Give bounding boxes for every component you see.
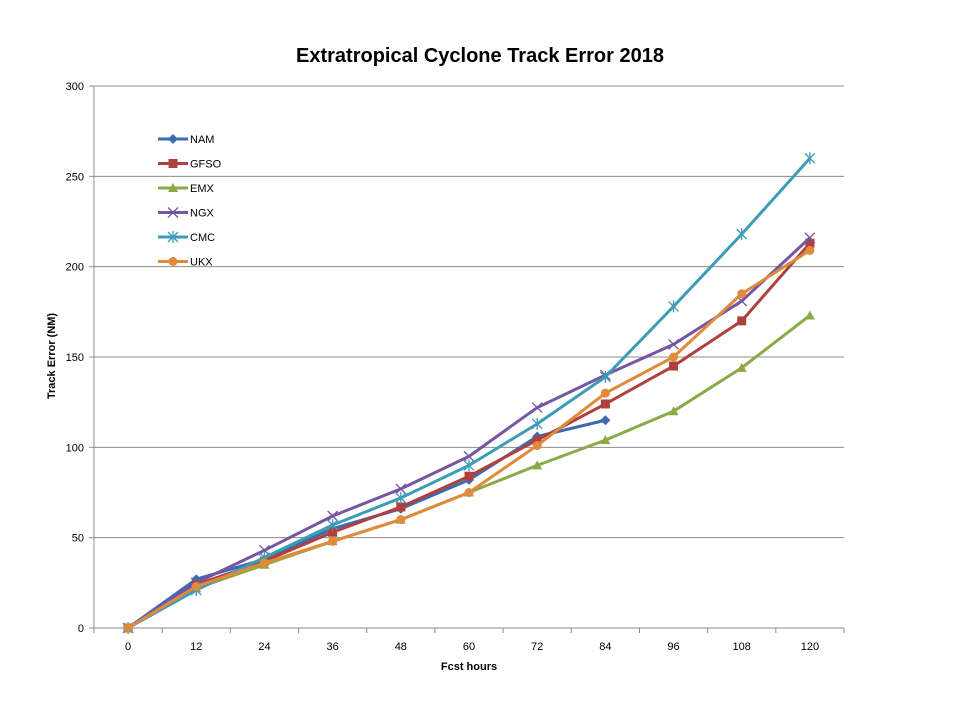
data-point	[327, 519, 339, 532]
data-point	[600, 399, 610, 409]
data-point	[396, 515, 406, 525]
data-point	[532, 435, 542, 445]
data-point	[328, 527, 338, 537]
data-point	[532, 460, 543, 470]
y-tick-label: 150	[66, 352, 84, 364]
y-tick-label: 200	[66, 262, 84, 274]
x-tick-label: 24	[258, 641, 270, 653]
data-point	[804, 232, 816, 244]
data-point	[736, 228, 748, 241]
legend-marker	[167, 207, 179, 218]
legend-marker	[168, 257, 178, 266]
data-point	[532, 441, 542, 451]
y-tick-label: 250	[66, 171, 84, 183]
data-point	[600, 415, 611, 426]
y-tick-label: 50	[72, 533, 84, 545]
series-ukx	[123, 245, 815, 633]
y-tick-label: 100	[66, 442, 84, 454]
legend-label: NGX	[190, 208, 215, 220]
legend-label: NAM	[190, 134, 214, 146]
legend-marker	[168, 134, 178, 144]
legend-marker	[168, 159, 178, 168]
x-tick-label: 60	[463, 641, 475, 653]
x-tick-label: 12	[190, 641, 202, 653]
legend-marker	[168, 183, 178, 192]
data-point	[395, 491, 407, 504]
x-tick-label: 108	[733, 641, 751, 653]
data-point	[259, 558, 269, 568]
series-cmc	[122, 152, 816, 634]
data-point	[805, 245, 815, 255]
data-point	[805, 238, 815, 248]
legend-label: CMC	[190, 232, 215, 244]
data-point	[600, 435, 611, 445]
legend-item-nam: NAM	[158, 134, 214, 146]
data-point	[464, 471, 474, 481]
x-tick-label: 72	[531, 641, 543, 653]
legend-label: GFSO	[190, 159, 222, 171]
y-tick-labels: 0 50 100 150 200 250 300	[66, 81, 84, 635]
legend: NAM GFSO EMX NGX CMC UKX	[158, 134, 222, 269]
data-point	[804, 310, 815, 320]
data-point	[737, 316, 747, 326]
data-point	[668, 406, 679, 416]
y-axis-title: Track Error (NM)	[46, 313, 58, 400]
data-point	[395, 483, 407, 495]
data-point	[669, 361, 679, 371]
data-point	[123, 623, 133, 633]
data-point	[668, 338, 680, 350]
data-point	[463, 450, 475, 462]
legend-item-ngx: NGX	[158, 207, 215, 220]
chart-title: Extratropical Cyclone Track Error 2018	[296, 45, 664, 67]
data-point	[328, 536, 338, 546]
data-point	[804, 152, 816, 165]
legend-item-ukx: UKX	[158, 257, 213, 269]
legend-label: UKX	[190, 257, 213, 269]
y-tick-label: 300	[66, 81, 84, 93]
x-tick-label: 120	[801, 641, 819, 653]
data-point	[327, 510, 339, 522]
data-point	[396, 502, 406, 512]
x-tick-label: 36	[327, 641, 339, 653]
data-point	[464, 488, 474, 497]
data-point	[669, 352, 679, 362]
data-point	[531, 402, 543, 414]
x-tick-label: 96	[667, 641, 679, 653]
data-point	[736, 362, 747, 372]
data-point	[531, 417, 543, 430]
axes	[89, 85, 845, 633]
data-point	[599, 370, 611, 383]
x-tick-label: 84	[599, 641, 611, 653]
gridlines	[94, 85, 844, 539]
x-tick-label: 0	[125, 641, 131, 653]
data-point	[737, 289, 747, 299]
data-point	[600, 388, 610, 398]
legend-item-gfso: GFSO	[158, 159, 222, 171]
x-axis-title: Fcst hours	[441, 661, 497, 673]
data-point	[463, 459, 475, 472]
series-lines	[122, 152, 816, 634]
legend-item-emx: EMX	[158, 183, 215, 195]
legend-item-cmc: CMC	[158, 231, 215, 244]
x-tick-label: 48	[395, 641, 407, 653]
x-tick-labels: 0 12 24 36 48 60 72 84 96 108 120	[125, 641, 819, 653]
data-point	[191, 581, 201, 591]
legend-marker	[167, 231, 179, 243]
y-tick-label: 0	[78, 623, 84, 635]
data-point	[668, 300, 680, 313]
legend-label: EMX	[190, 183, 215, 195]
